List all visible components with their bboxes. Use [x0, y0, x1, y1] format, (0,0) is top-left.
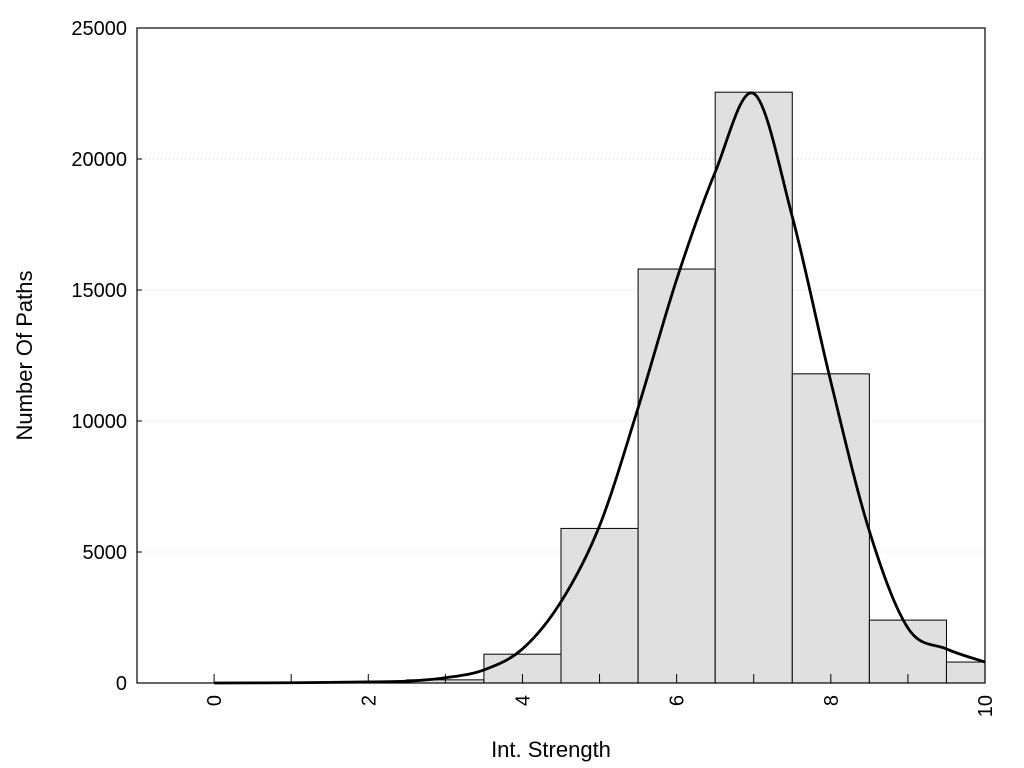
y-tick-label: 0	[116, 673, 127, 695]
histogram-bar	[868, 619, 947, 684]
plot-frame	[136, 27, 986, 684]
y-tick-label: 5000	[83, 542, 128, 564]
x-tick-label: 4	[512, 695, 534, 706]
y-tick-label: 25000	[71, 18, 127, 40]
tick-layer	[137, 27, 986, 684]
histogram-bar	[945, 661, 986, 684]
x-tick-label: 0	[204, 695, 226, 706]
y-tick-label: 10000	[71, 411, 127, 433]
histogram-bar	[791, 373, 870, 684]
bar-layer	[406, 91, 986, 684]
histogram-bar	[714, 91, 793, 684]
label-layer: 0 5000 10000 15000 20000 25000 0 2 4 6 8 10	[71, 18, 997, 717]
curve-layer	[214, 91, 986, 685]
x-tick-label: 10	[975, 695, 997, 717]
density-curve	[214, 91, 986, 685]
histogram-bar	[560, 527, 639, 684]
x-tick-label: 2	[358, 695, 380, 706]
x-tick-label: 8	[821, 695, 843, 706]
y-tick-label: 15000	[71, 280, 127, 302]
histogram-bar	[637, 268, 716, 684]
x-tick-label: 6	[667, 695, 689, 706]
x-axis-title: Int. Strength	[491, 737, 611, 762]
y-tick-label: 20000	[71, 149, 127, 171]
y-axis-title: Number Of Paths	[12, 271, 37, 441]
